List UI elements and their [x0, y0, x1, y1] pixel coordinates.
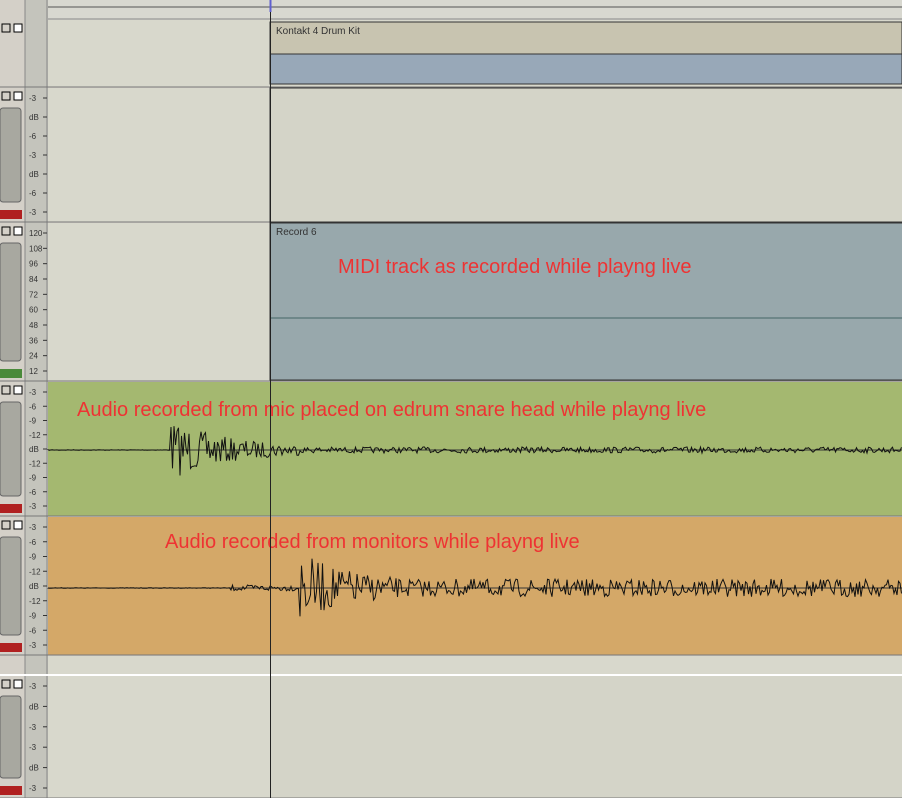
- scale-label: -3: [29, 94, 37, 103]
- scale-label: 72: [29, 290, 38, 299]
- track-button[interactable]: [13, 23, 23, 33]
- scale-label: -3: [29, 151, 37, 160]
- scale-label: -3: [29, 388, 37, 397]
- scale-label: -6: [29, 402, 37, 411]
- scale-label: -3: [29, 784, 37, 793]
- track-button[interactable]: [13, 679, 23, 689]
- scale-label: 84: [29, 275, 38, 284]
- scale-label: -6: [29, 189, 37, 198]
- track-button[interactable]: [13, 385, 23, 395]
- scale-label: 108: [29, 244, 43, 253]
- volume-fader[interactable]: [0, 695, 22, 779]
- scale-label: 48: [29, 321, 38, 330]
- scale-label: -12: [29, 567, 41, 576]
- scale-label: -12: [29, 459, 41, 468]
- scale-label: 36: [29, 336, 38, 345]
- scale-label: 60: [29, 306, 38, 315]
- meter: [0, 786, 22, 795]
- track-pre-area: [48, 88, 270, 222]
- track-button[interactable]: [1, 226, 11, 236]
- scale-label: -6: [29, 488, 37, 497]
- scale-label: -6: [29, 626, 37, 635]
- scale-label: -3: [29, 641, 37, 650]
- waveform: [47, 558, 902, 617]
- ruler: [48, 0, 902, 20]
- track-button[interactable]: [1, 385, 11, 395]
- track-button[interactable]: [1, 520, 11, 530]
- meter: [0, 369, 22, 378]
- scale-label: -6: [29, 538, 37, 547]
- scale-label: 120: [29, 229, 43, 238]
- annotation: Audio recorded from mic placed on edrum …: [77, 399, 706, 421]
- scale-label: dB: [29, 445, 39, 454]
- waveform: [47, 426, 902, 476]
- track-button[interactable]: [1, 23, 11, 33]
- scale-label: dB: [29, 764, 39, 773]
- scale-label: 12: [29, 367, 38, 376]
- track-pre-area: [48, 676, 270, 798]
- track-button[interactable]: [13, 91, 23, 101]
- track-button[interactable]: [13, 226, 23, 236]
- scale-label: -3: [29, 208, 37, 217]
- clip-body: [269, 53, 902, 85]
- scale-label: -3: [29, 723, 37, 732]
- scale-label: -9: [29, 474, 37, 483]
- scale-label: dB: [29, 702, 39, 711]
- scale-label: 96: [29, 260, 38, 269]
- scale-label: 24: [29, 352, 38, 361]
- scale-label: -3: [29, 743, 37, 752]
- annotation: Audio recorded from monitors while playn…: [165, 531, 580, 553]
- track-pre-area: [48, 20, 270, 87]
- scale-label: -3: [29, 523, 37, 532]
- volume-fader[interactable]: [0, 242, 22, 362]
- clip-header: [269, 21, 902, 55]
- track-button[interactable]: [1, 91, 11, 101]
- scale-label: -9: [29, 417, 37, 426]
- volume-fader[interactable]: [0, 401, 22, 497]
- volume-fader[interactable]: [0, 536, 22, 636]
- volume-fader[interactable]: [0, 107, 22, 203]
- annotation: MIDI track as recorded while playng live: [338, 256, 691, 278]
- meter: [0, 643, 22, 652]
- meter: [0, 504, 22, 513]
- scale-label: -12: [29, 431, 41, 440]
- scale-label: -3: [29, 682, 37, 691]
- track-pre-area: [48, 223, 270, 381]
- track-lane: [48, 382, 902, 516]
- scale-label: dB: [29, 582, 39, 591]
- scale-label: -6: [29, 132, 37, 141]
- meter: [0, 210, 22, 219]
- scale-label: -12: [29, 597, 41, 606]
- clip-name: Record 6: [276, 227, 317, 238]
- track-button[interactable]: [13, 520, 23, 530]
- scale-column: [25, 0, 48, 798]
- clip-name: Kontakt 4 Drum Kit: [276, 26, 360, 37]
- scale-label: dB: [29, 170, 39, 179]
- midi-clip: [269, 222, 902, 381]
- scale-label: dB: [29, 113, 39, 122]
- empty-lane: [48, 656, 902, 676]
- scale-label: -9: [29, 612, 37, 621]
- track-button[interactable]: [1, 679, 11, 689]
- scale-label: -9: [29, 553, 37, 562]
- scale-label: -3: [29, 502, 37, 511]
